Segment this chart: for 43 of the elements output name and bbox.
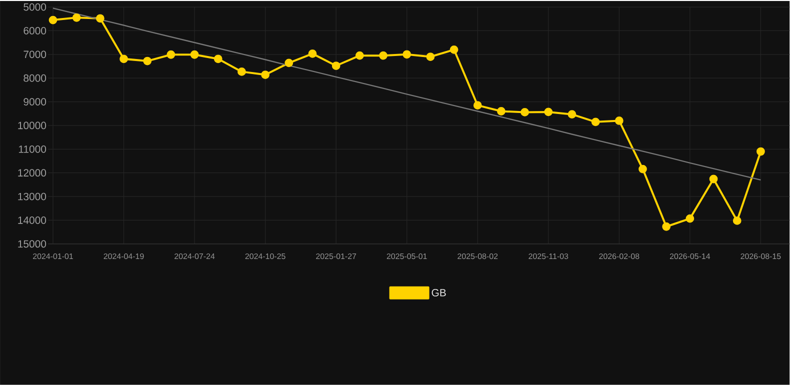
point: [497, 107, 506, 116]
point: [591, 118, 600, 126]
point: [638, 164, 647, 174]
point: [520, 108, 529, 116]
point: [732, 216, 742, 225]
point: [614, 116, 624, 125]
point: [402, 50, 412, 59]
point: [96, 14, 104, 23]
point: [238, 68, 246, 76]
point: [568, 110, 576, 119]
point: [426, 52, 435, 62]
y-tick-label: 13000: [18, 192, 46, 200]
y-tick-label: 6000: [24, 27, 46, 34]
point: [261, 70, 270, 80]
y-tick-label: 5000: [24, 3, 46, 11]
point: [48, 16, 58, 24]
point: [190, 50, 199, 59]
point: [214, 54, 222, 64]
y-tick-label: 14000: [18, 216, 46, 224]
y-tick-label: 11000: [18, 146, 46, 153]
point: [686, 214, 694, 223]
point: [709, 174, 718, 184]
y-tick-label: 10000: [18, 122, 46, 130]
y-tick-label: 7000: [24, 50, 46, 58]
point: [166, 50, 176, 59]
point: [143, 56, 152, 66]
point: [450, 46, 458, 54]
y-tick-label: 8000: [24, 74, 46, 82]
legend-label: GB: [432, 289, 446, 296]
point: [662, 222, 671, 231]
y-tick-label: 15000: [18, 240, 46, 248]
point: [355, 51, 364, 60]
y-tick-label: 12000: [18, 169, 46, 177]
point: [72, 14, 81, 22]
point: [473, 101, 482, 110]
point: [379, 51, 388, 60]
point: [284, 58, 294, 68]
point: [308, 50, 317, 58]
point: [120, 54, 128, 64]
point: [756, 147, 765, 156]
point: [544, 108, 553, 116]
point: [332, 62, 340, 70]
y-tick-label: 9000: [24, 98, 46, 106]
